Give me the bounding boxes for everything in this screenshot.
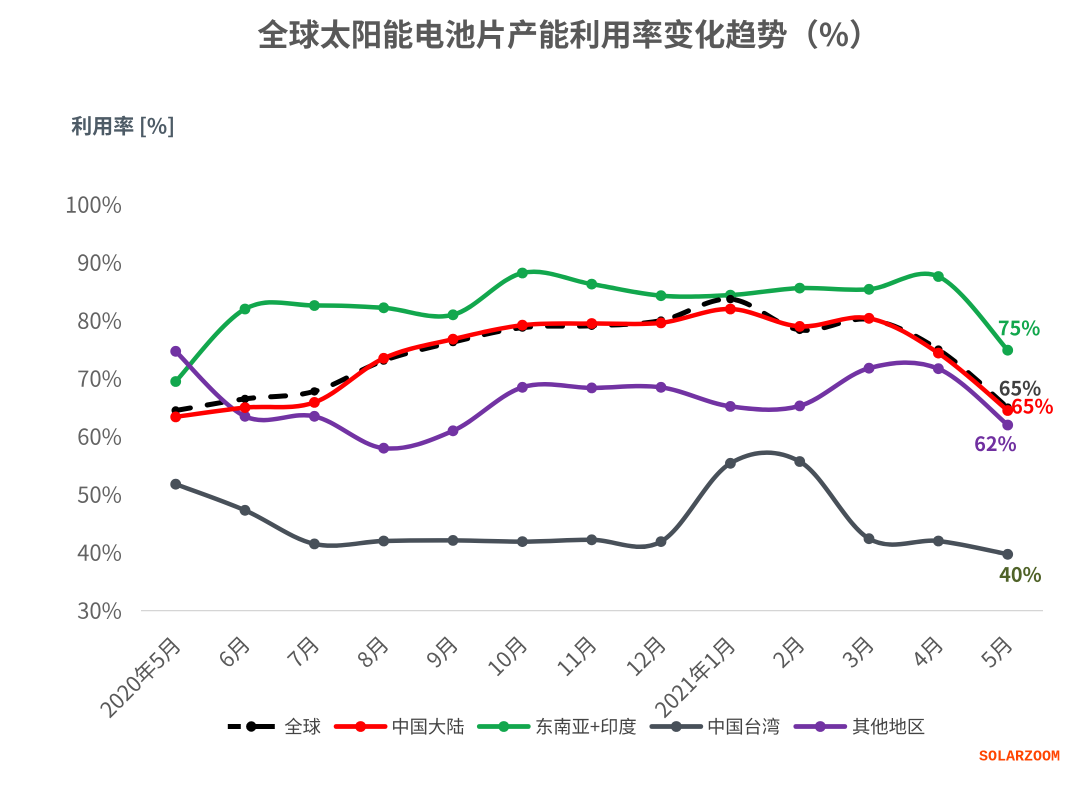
svg-text:SOLARZOOM: SOLARZOOM: [979, 749, 1060, 766]
